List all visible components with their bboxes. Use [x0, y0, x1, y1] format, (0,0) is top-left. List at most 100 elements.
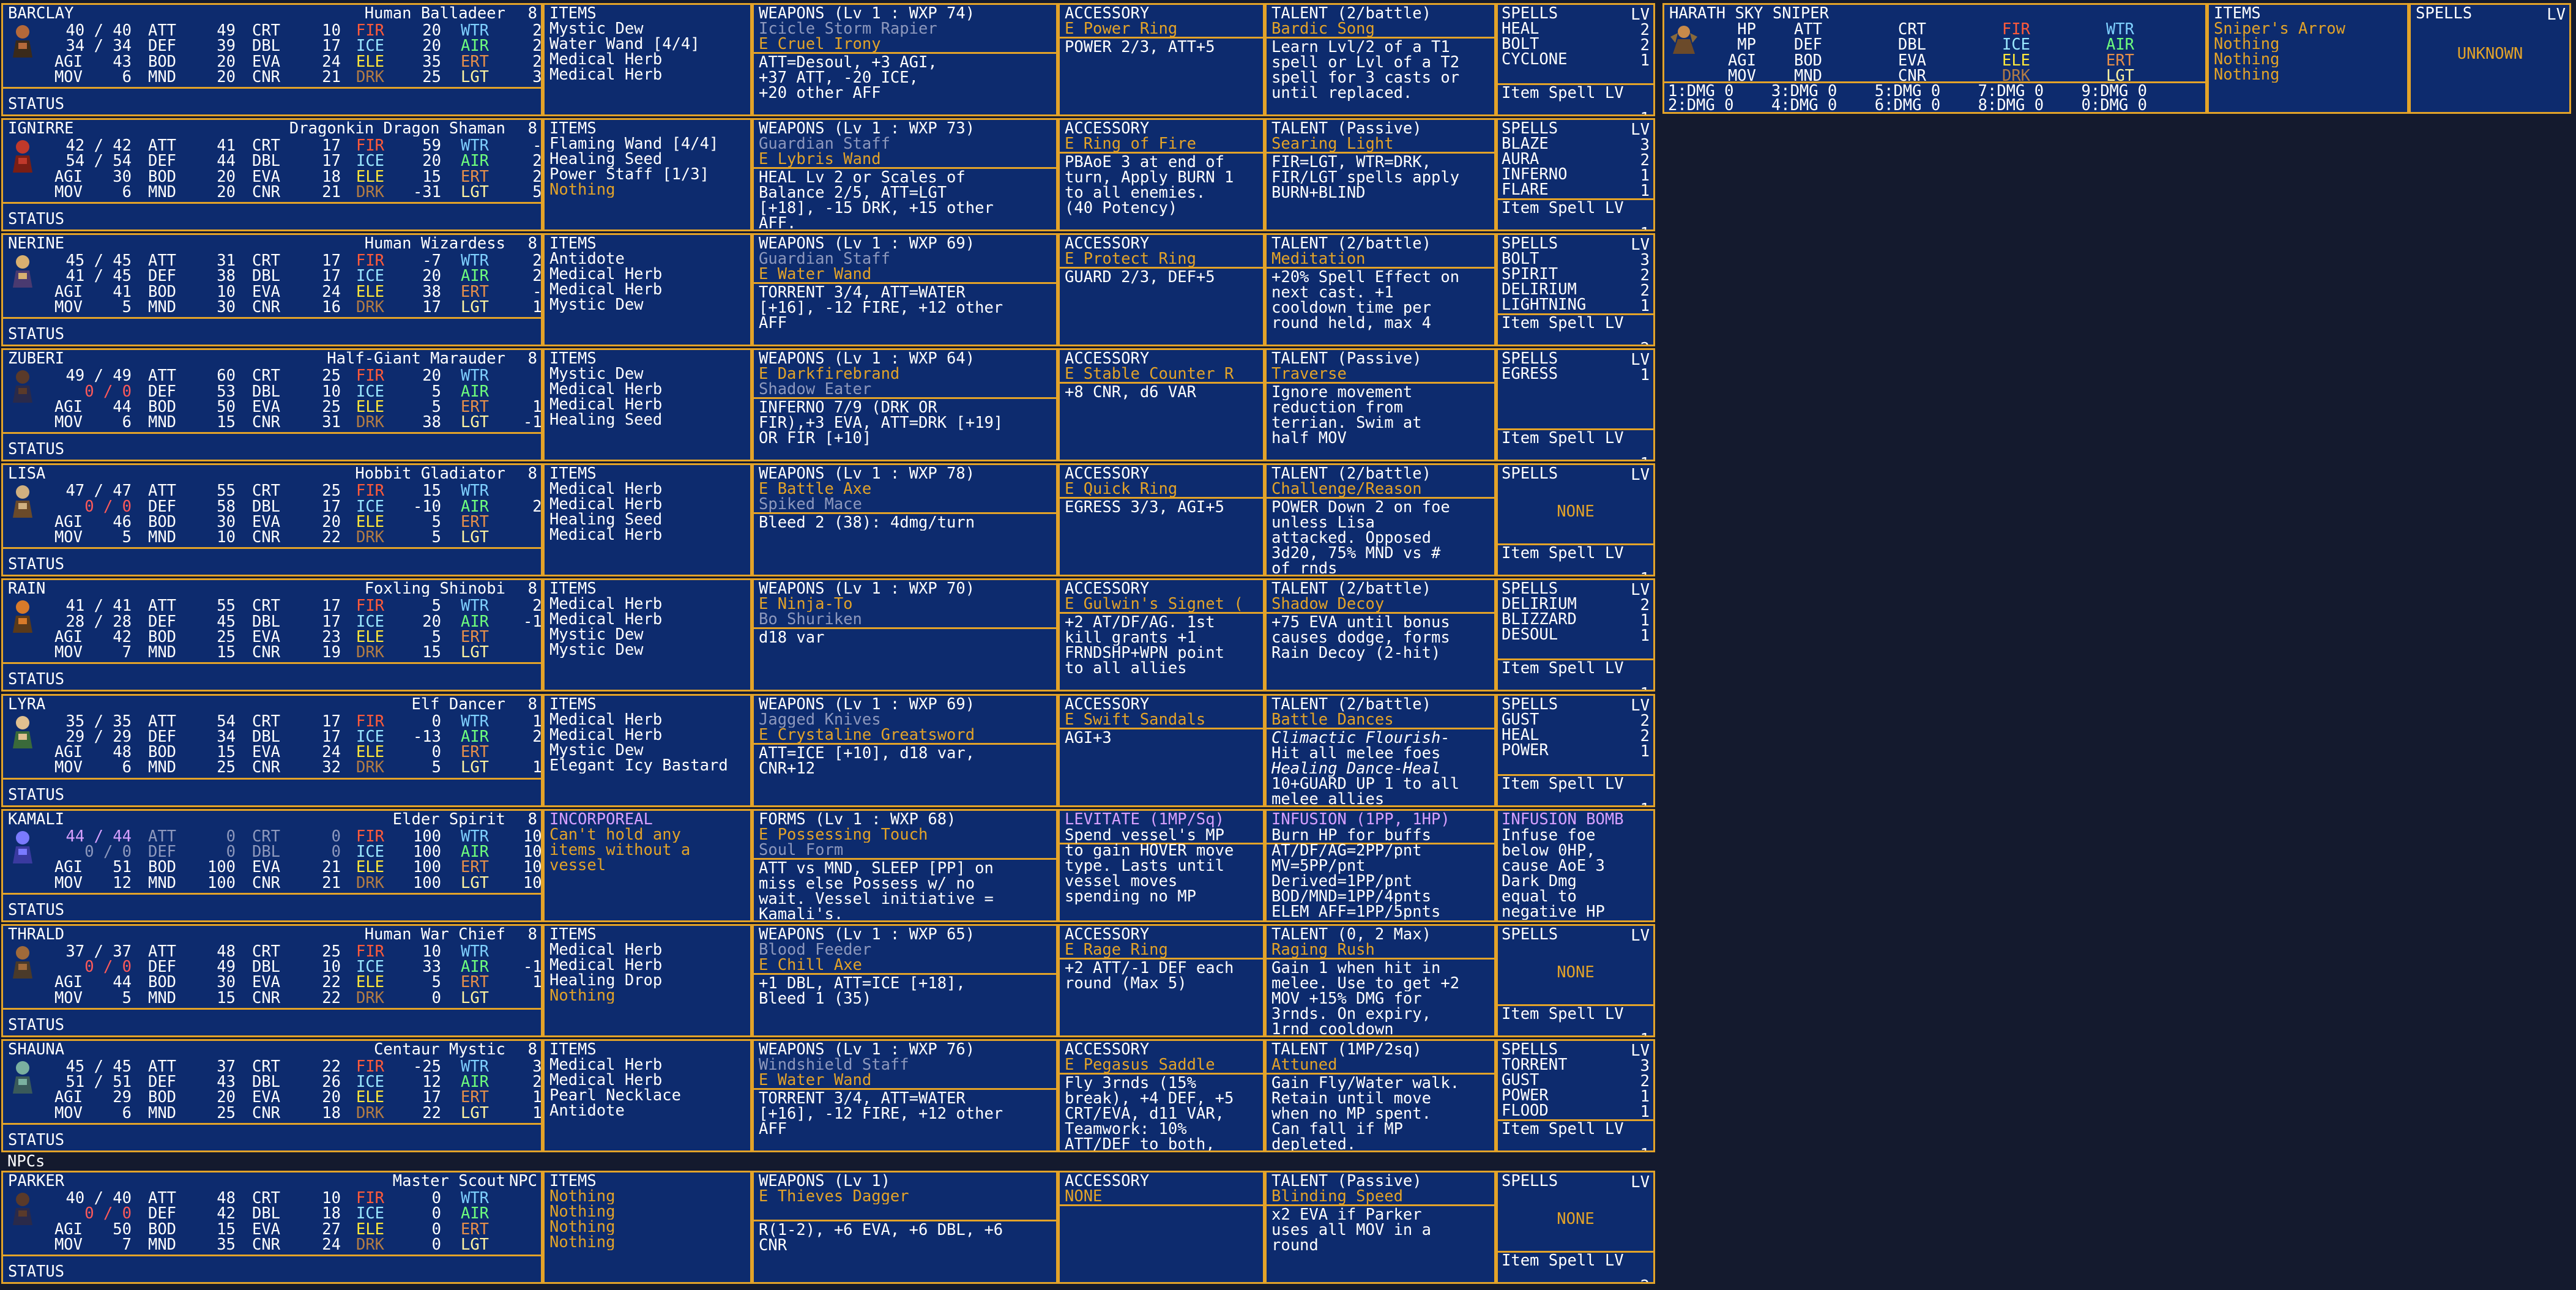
stat-value-air: -10	[523, 958, 542, 977]
accessory-header: LEVITATE (1MP/Sq)	[1065, 811, 1224, 827]
stat-label-drk: DRK	[356, 1235, 385, 1254]
stat-row: MOV 5 MND 15 CNR 22 DRK 0 LGT 0	[40, 988, 541, 1007]
weapon-description: FIR),+3 EVA, ATT=DRK [+19]	[759, 416, 1003, 431]
stat-label-cnr: CNR	[251, 988, 281, 1007]
character-name: IGNIRRE	[8, 121, 74, 137]
stat-label-ele: ELE	[356, 743, 385, 762]
divider	[1498, 543, 1653, 546]
talent-box: INFUSION (1PP, 1HP) Burn HP for buffs AT/D…	[1265, 808, 1496, 922]
talent-description: reduction from	[1271, 400, 1403, 416]
stat-row: 44 / 44 ATT 0 CRT 0 FIR 100 WTR 100	[40, 827, 541, 846]
stat-row: MOV 7 MND 15 CNR 19 DRK 15 LGT 5	[40, 643, 541, 662]
enemy-stat-label-fir: FIR	[2001, 20, 2031, 39]
character-portrait	[8, 1190, 37, 1226]
status-label: STATUS	[8, 900, 65, 919]
stat-label-drk: DRK	[356, 528, 385, 547]
stat-label-ert: ERT	[460, 858, 490, 877]
enemy-stat-label-eva: EVA	[1897, 51, 1927, 70]
spells-box: SPELLS LV NONE Item Spell LV 1	[1496, 923, 1655, 1037]
enemy-stat-label-bod: BOD	[1793, 51, 1823, 70]
item-spell-label: Item Spell LV	[1502, 659, 1624, 678]
item-entry: Antidote	[549, 1103, 625, 1119]
accessory-description: vessel moves	[1065, 873, 1178, 889]
stat-value-ice: 20	[422, 612, 441, 631]
weapon-description: CNR	[759, 1238, 787, 1253]
talent-header: TALENT (Passive)	[1271, 121, 1422, 137]
divider	[1060, 152, 1263, 154]
stat-label-drk: DRK	[356, 758, 385, 777]
stat-value-ele: 100	[412, 858, 441, 877]
weapon-description: [+18], -15 DRK, +15 other	[759, 201, 994, 217]
stat-label-dbl: DBL	[251, 958, 281, 977]
stat-value-eva: 24	[322, 282, 341, 301]
stat-value-drk: 17	[422, 298, 441, 317]
enemy-stat-label-agi: AGI	[1727, 51, 1756, 70]
stat-value-drk: -31	[412, 182, 441, 201]
stat-label-att: ATT	[147, 712, 177, 731]
character-stats-box: ZUBERI Half-Giant Marauder 8 49 / 49 ATT 60 CR…	[1, 348, 543, 462]
item-entry: Flaming Wand [4/4]	[549, 136, 719, 152]
divider	[1267, 382, 1494, 384]
stat-label-ice: ICE	[356, 37, 385, 56]
character-row: KAMALI Elder Spirit 8 44 / 44 ATT 0 CRT 0 FIR 100…	[1, 808, 1655, 922]
stat-value-agi: 42	[113, 628, 132, 647]
spells-lv-header: LV	[1631, 1173, 1650, 1191]
stat-value-fir: 100	[412, 827, 441, 846]
accessory-description: POWER 2/3, ATT+5	[1065, 40, 1215, 55]
spell-level: 2	[1640, 151, 1650, 170]
stat-label-def: DEF	[147, 267, 177, 286]
stat-label-fir: FIR	[356, 942, 385, 961]
character-portrait	[8, 713, 37, 750]
character-portrait	[8, 1058, 37, 1095]
stat-label-ice: ICE	[356, 382, 385, 401]
stat-label-lgt: LGT	[460, 643, 490, 662]
stat-row: MOV 6 MND 25 CNR 18 DRK 22 LGT 12	[40, 1105, 541, 1121]
stat-row: 28 / 28 DEF 45 DBL 17 ICE 20 AIR -10	[40, 612, 541, 631]
item-entry: Mystic Dew	[549, 742, 644, 758]
stat-label-lgt: LGT	[460, 413, 490, 432]
character-name: PARKER	[8, 1174, 65, 1189]
stat-row: AGI 50 BOD 15 EVA 27 ELE 0 ERT 0	[40, 1220, 541, 1239]
stat-label-mnd: MND	[147, 298, 177, 317]
stat-row: 45 / 45 ATT 37 CRT 22 FIR -25 WTR 39	[40, 1059, 541, 1075]
stat-label-cnr: CNR	[251, 643, 281, 662]
stat-label-cnr: CNR	[251, 298, 281, 317]
accessory-description: CRT/EVA, d11 VAR,	[1065, 1106, 1224, 1122]
talent-box: TALENT (2/battle) Challenge/Reason POWER D…	[1265, 463, 1496, 577]
stat-row: 40 / 40 ATT 48 CRT 10 FIR 0 WTR 0	[40, 1190, 541, 1206]
enemy-spells-lv: LV	[2547, 6, 2566, 24]
item-entry: Mystic Dew	[549, 21, 644, 37]
stat-value-ice: 20	[422, 267, 441, 286]
stat-value-air: 20	[532, 1073, 542, 1092]
talent-box: TALENT (Passive) Searing Light FIR=LGT, WT…	[1265, 118, 1496, 232]
status-label: STATUS	[8, 210, 65, 229]
stat-label-agi: AGI	[54, 1220, 83, 1239]
stat-value-mnd: 15	[217, 413, 236, 432]
enemy-stat-label-def: DEF	[1793, 35, 1823, 54]
stat-label-wtr: WTR	[460, 482, 490, 501]
stat-value-att: 60	[217, 367, 236, 386]
enemy-item: Nothing	[2214, 37, 2280, 52]
stat-value-eva: 21	[322, 858, 341, 877]
stat-value-dbl: 17	[322, 267, 341, 286]
character-stat-grid: 44 / 44ATT0CRT0FIR100WTR1000 / 0DEF0DBL0…	[40, 827, 541, 891]
stat-row: MOV 6 MND 15 CNR 31 DRK 38 LGT -10	[40, 413, 541, 432]
talent-description: next cast. +1	[1271, 285, 1394, 301]
enemy-stat-label-crt: CRT	[1897, 20, 1927, 39]
stat-label-att: ATT	[147, 597, 177, 616]
item-entry: Mystic Dew	[549, 643, 644, 658]
accessory-box: ACCESSORY E Stable Counter R +8 CNR, d6 VA…	[1058, 348, 1265, 462]
stat-value-def: 34	[217, 727, 236, 746]
items-header: ITEMS	[549, 6, 597, 21]
weapon-description: +20 other AFF	[759, 86, 881, 101]
weapon-description: wait. Vessel initiative =	[759, 891, 994, 907]
item-entry: Nothing	[549, 1189, 616, 1204]
stat-label-air: AIR	[460, 958, 490, 977]
character-name: BARCLAY	[8, 6, 74, 21]
stat-label-lgt: LGT	[460, 298, 490, 317]
stat-label-att: ATT	[147, 942, 177, 961]
weapons-box: WEAPONS (Lv 1 : WXP 69) Guardian Staff E W…	[752, 233, 1058, 347]
divider	[3, 317, 541, 319]
stat-value-wtr: 5	[508, 368, 541, 384]
stat-value-bod: 100	[207, 858, 236, 877]
